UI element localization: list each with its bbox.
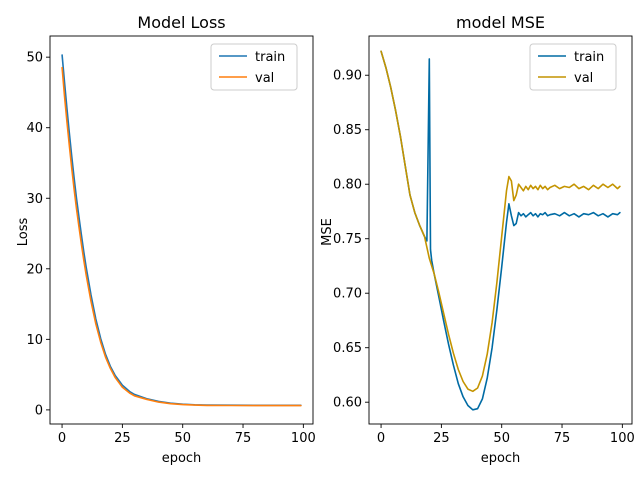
x-tick-label: 0 [58,431,66,446]
y-tick-label: 20 [26,262,43,277]
x-tick-label: 25 [433,431,450,446]
y-tick-label: 40 [26,121,43,136]
chart-model-mse: model MSE epoch MSE 0 25 50 75 100 0.60 0.65 0.… [320,13,635,466]
y-tick-label: 0.60 [333,396,362,411]
x-axis-label: epoch [162,451,202,466]
y-tick-label: 0.85 [333,123,362,138]
legend: train val [529,43,617,91]
y-axis-label: Loss [16,218,31,247]
chart-model-loss: Model Loss epoch Loss 0 25 50 75 100 0 10 20 30 4… [16,13,316,466]
legend-label-train: train [574,50,604,65]
y-tick-label: 50 [26,51,43,66]
x-tick-label: 25 [114,431,131,446]
legend: train val [210,43,298,91]
legend-label-train: train [255,50,285,65]
x-tick-label: 50 [493,431,510,446]
chart-title: model MSE [456,13,545,32]
y-tick-label: 30 [26,192,43,207]
y-tick-label: 0.75 [333,232,362,247]
legend-label-val: val [255,71,274,86]
x-tick-label: 100 [291,431,316,446]
y-tick-label: 0.80 [333,178,362,193]
series-line-val [61,66,302,407]
y-tick-label: 0 [35,403,43,418]
y-tick-label: 0.70 [333,287,362,302]
y-tick-label: 0.65 [333,341,362,356]
axes-frame [368,35,633,425]
series-line-train [380,50,621,411]
x-tick-label: 75 [235,431,252,446]
x-tick-label: 50 [174,431,191,446]
plot-area: 0 25 50 75 100 0 10 20 30 40 50 [26,35,316,446]
x-tick-label: 0 [377,431,385,446]
x-tick-label: 100 [610,431,635,446]
plot-area: 0 25 50 75 100 0.60 0.65 0.70 0.75 0.80 0.85 0.90 [333,35,635,446]
chart-title: Model Loss [137,13,225,32]
x-tick-label: 75 [554,431,571,446]
y-axis-label: MSE [320,218,335,246]
series-line-val [380,50,621,393]
legend-label-val: val [574,71,593,86]
y-tick-label: 10 [26,333,43,348]
axes-frame [49,35,314,425]
x-axis-label: epoch [481,451,521,466]
y-tick-label: 0.90 [333,69,362,84]
